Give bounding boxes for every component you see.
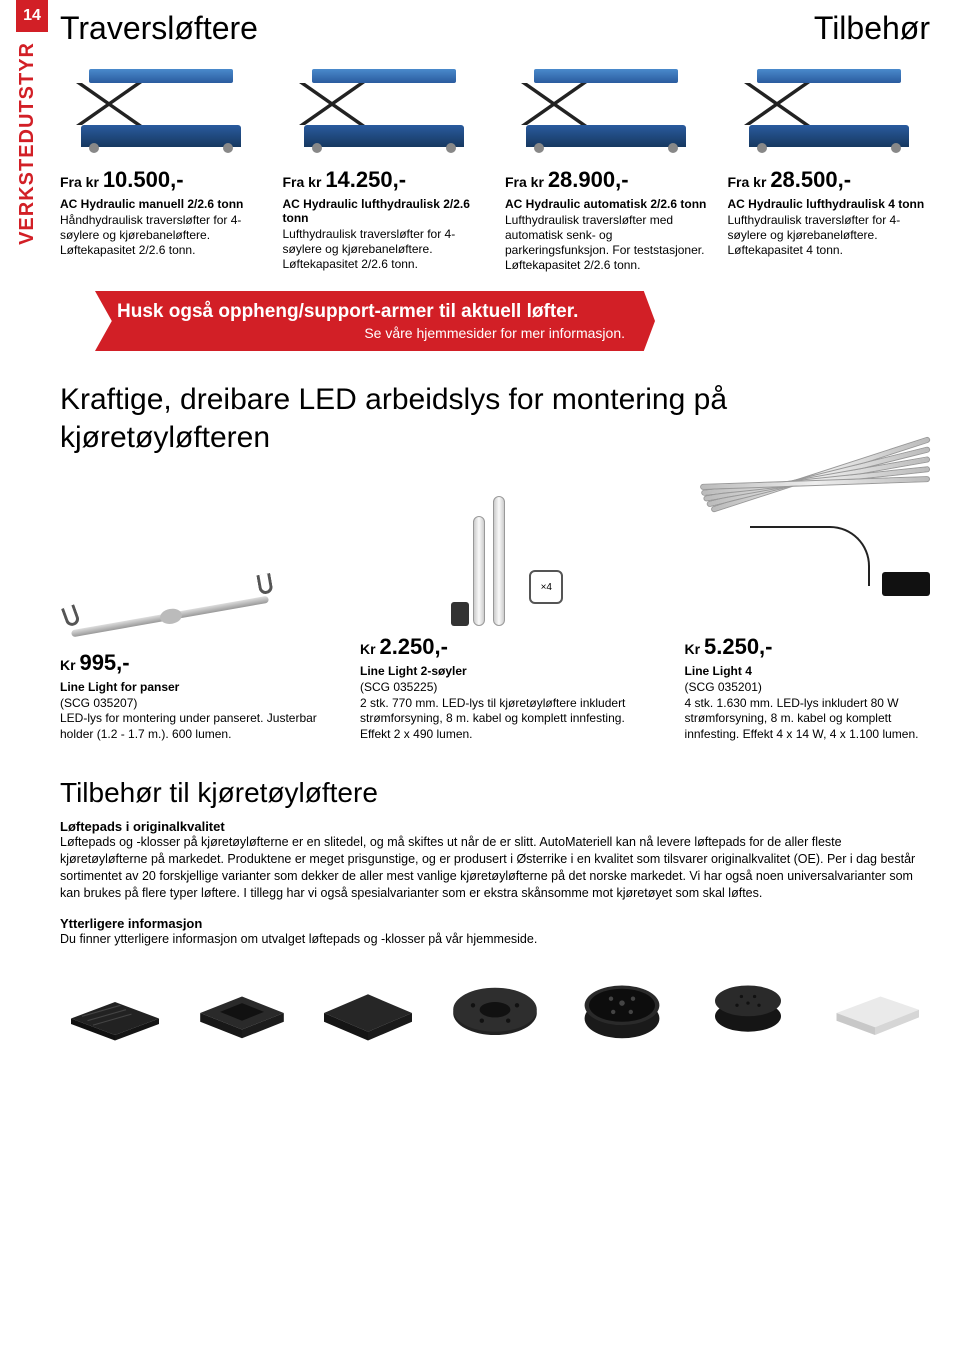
paragraph-title: Løftepads i originalkvalitet [60, 819, 930, 834]
price-prefix: Fra kr [283, 174, 326, 190]
price-prefix: Fra kr [505, 174, 548, 190]
price-prefix: Fra kr [60, 174, 103, 190]
price-value: 2.250,- [379, 634, 448, 659]
page-title-row: Traversløftere Tilbehør [60, 0, 930, 47]
price-prefix: Kr [685, 641, 704, 657]
product-desc: Lufthydraulisk traversløfter med automat… [505, 213, 708, 273]
product-desc: Lufthydraulisk traversløfter for 4-søyle… [728, 213, 931, 258]
price: Fra kr 14.250,- [283, 167, 486, 193]
price-value: 28.900,- [548, 167, 629, 192]
lifter-product: Fra kr 28.900,- AC Hydraulic automatisk … [505, 57, 708, 273]
info-banner: Husk også oppheng/support-armer til aktu… [95, 291, 930, 351]
lifter-image [60, 57, 263, 147]
lifter-image [728, 57, 931, 147]
price-value: 995,- [79, 650, 129, 675]
product-title: Line Light 2-søyler [360, 664, 655, 678]
price-prefix: Kr [60, 657, 79, 673]
pad-image [60, 962, 170, 1042]
price: Fra kr 28.500,- [728, 167, 931, 193]
price-value: 10.500,- [103, 167, 184, 192]
product-sku: (SCG 035225) [360, 680, 655, 696]
price-value: 14.250,- [325, 167, 406, 192]
price-prefix: Fra kr [728, 174, 771, 190]
pad-image [693, 962, 803, 1042]
led-2-image: ×4 [360, 466, 655, 626]
price: Kr 995,- [60, 650, 330, 676]
lifter-image [505, 57, 708, 147]
lifter-product-row: Fra kr 10.500,- AC Hydraulic manuell 2/2… [60, 57, 930, 273]
price: Fra kr 28.900,- [505, 167, 708, 193]
product-title: AC Hydraulic lufthydraulisk 2/2.6 tonn [283, 197, 486, 225]
pad-image [313, 962, 423, 1042]
led-product: ×4 Kr 2.250,- Line Light 2-søyler (SCG 0… [360, 466, 655, 742]
product-sku: (SCG 035207) [60, 696, 330, 712]
price-value: 5.250,- [704, 634, 773, 659]
price: Kr 2.250,- [360, 634, 655, 660]
led-product: Kr 995,- Line Light for panser (SCG 0352… [60, 540, 330, 743]
price-prefix: Kr [360, 641, 379, 657]
banner-subtitle: Se våre hjemmesider for mer informasjon. [117, 325, 625, 341]
price-value: 28.500,- [770, 167, 851, 192]
product-desc: 2 stk. 770 mm. LED-lys til kjøretøyløfte… [360, 696, 655, 743]
product-desc: LED-lys for montering under panseret. Ju… [60, 711, 330, 742]
pad-image [440, 962, 550, 1042]
product-title: AC Hydraulic manuell 2/2.6 tonn [60, 197, 263, 211]
pad-image [820, 962, 930, 1042]
paragraph-title: Ytterligere informasjon [60, 916, 930, 931]
product-desc: 4 stk. 1.630 mm. LED-lys inkludert 80 W … [685, 696, 930, 743]
product-desc: Lufthydraulisk traversløfter for 4-søyle… [283, 227, 486, 272]
led-sticks-image [680, 416, 930, 606]
lifter-image [283, 57, 486, 147]
product-title: Line Light for panser [60, 680, 330, 694]
paragraph: Løftepads og -klosser på kjøretøyløftern… [60, 834, 930, 902]
product-title: AC Hydraulic lufthydraulisk 4 tonn [728, 197, 931, 211]
pad-image [187, 962, 297, 1042]
banner-title: Husk også oppheng/support-armer til aktu… [117, 301, 625, 323]
product-sku: (SCG 035201) [685, 680, 930, 696]
panser-light-image [60, 540, 330, 640]
product-title: AC Hydraulic automatisk 2/2.6 tonn [505, 197, 708, 211]
lifter-product: Fra kr 14.250,- AC Hydraulic lufthydraul… [283, 57, 486, 273]
product-title: Line Light 4 [685, 664, 930, 678]
page-title-right: Tilbehør [814, 10, 930, 47]
page-title-left: Traversløftere [60, 10, 258, 47]
lifter-product: Fra kr 28.500,- AC Hydraulic lufthydraul… [728, 57, 931, 273]
pads-image-row [60, 962, 930, 1042]
lifter-product: Fra kr 10.500,- AC Hydraulic manuell 2/2… [60, 57, 263, 273]
accessories-heading: Tilbehør til kjøretøyløftere [60, 777, 930, 809]
product-desc: Håndhydraulisk traversløfter for 4-søyle… [60, 213, 263, 258]
price: Fra kr 10.500,- [60, 167, 263, 193]
price: Kr 5.250,- [685, 634, 930, 660]
paragraph: Du finner ytterligere informasjon om utv… [60, 931, 930, 948]
pad-image [567, 962, 677, 1042]
